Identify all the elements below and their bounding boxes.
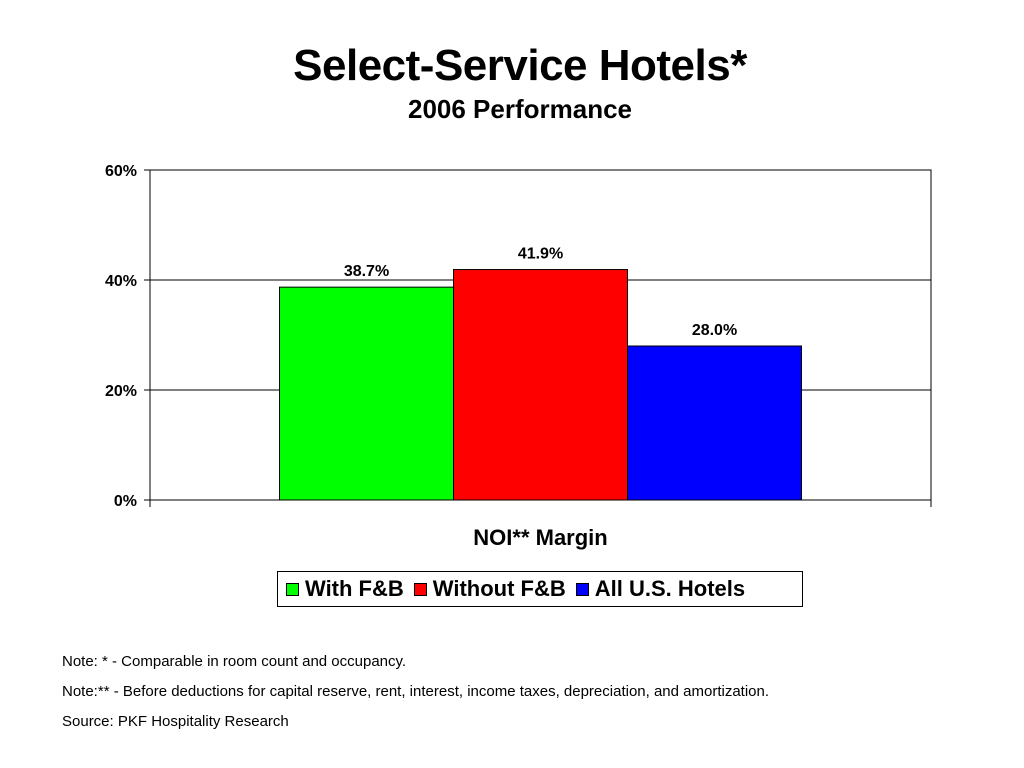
bar-without-f-b <box>453 269 628 501</box>
chart-subtitle: 2006 Performance <box>407 94 633 124</box>
bar-label-all-u-s-hotels: 28.0% <box>692 322 737 339</box>
legend: With F&B Without F&B All U.S. Hotels <box>277 571 803 607</box>
footnotes: Note: * - Comparable in room count and o… <box>62 647 769 737</box>
legend-item-all-us-hotels: All U.S. Hotels <box>575 576 746 602</box>
note-comparable: Note: * - Comparable in room count and o… <box>62 653 407 670</box>
legend-swatch-all-us-hotels <box>575 582 589 596</box>
note-source: Source: PKF Hospitality Research <box>62 713 289 730</box>
legend-item-without-fb: Without F&B <box>413 576 566 602</box>
x-category-label: NOI** Margin <box>473 525 607 550</box>
legend-swatch-with-fb <box>286 582 299 596</box>
bar-label-with-f-b: 38.7% <box>344 263 389 280</box>
bar-labels: 38.7% 41.9% 28.0% <box>344 246 737 339</box>
legend-label-without-fb: Without F&B <box>432 576 566 601</box>
y-tick-label-40: 40% <box>105 273 137 290</box>
y-axis: 0% 20% 40% 60% <box>105 163 151 510</box>
bar-label-without-f-b: 41.9% <box>518 246 563 263</box>
bar-all-u-s-hotels <box>627 345 802 501</box>
y-tick-label-60: 60% <box>105 163 137 180</box>
chart-title: Select-Service Hotels* <box>293 41 747 90</box>
y-tick-label-20: 20% <box>105 383 137 400</box>
legend-swatch-without-fb <box>413 582 427 596</box>
bar-with-f-b <box>279 286 454 501</box>
bars <box>279 269 802 501</box>
x-axis: NOI** Margin <box>149 499 932 550</box>
legend-label-all-us-hotels: All U.S. Hotels <box>594 576 746 601</box>
legend-item-with-fb: With F&B <box>286 576 404 602</box>
legend-label-with-fb: With F&B <box>305 576 404 601</box>
note-noi-definition: Note:** - Before deductions for capital … <box>62 683 770 700</box>
y-tick-label-0: 0% <box>114 493 137 510</box>
